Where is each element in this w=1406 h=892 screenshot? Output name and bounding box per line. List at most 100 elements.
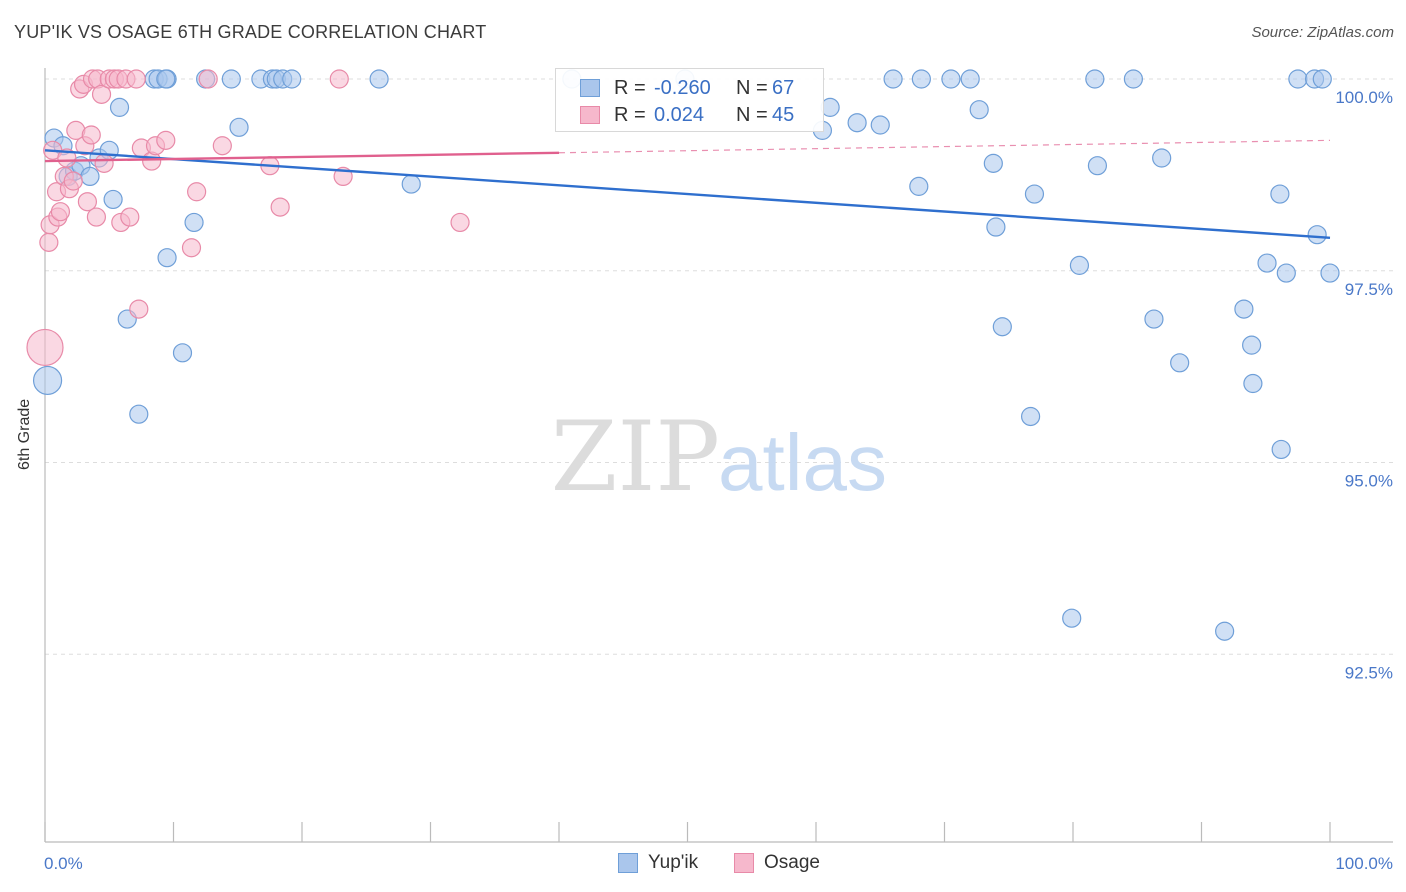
legend-row-yupik: R = -0.260 N = 67: [556, 75, 823, 103]
yupik-point: [80, 166, 100, 187]
osage-point: [26, 328, 64, 367]
yupik-point: [883, 69, 903, 89]
y-axis-label: 6th Grade: [16, 398, 33, 470]
yupik-point: [1152, 148, 1172, 168]
points: [26, 69, 1340, 641]
yupik-point: [221, 69, 241, 89]
yupik-point: [1069, 255, 1090, 275]
osage-point: [57, 148, 77, 168]
watermark-atlas: atlas: [718, 418, 887, 507]
yupik-point: [992, 317, 1012, 337]
osage-point: [187, 182, 207, 202]
yupik-point: [1312, 69, 1332, 89]
yupik-point: [1062, 608, 1082, 628]
osage-point: [94, 153, 114, 173]
yupik-point: [103, 189, 123, 210]
legend-swatch-yupik: [580, 79, 600, 97]
series-legend: Yup'ik Osage: [0, 852, 1406, 878]
yupik-point: [1123, 69, 1143, 89]
legend-n-label: N =: [736, 77, 768, 99]
y-tick-label: 95.0%: [1345, 472, 1393, 491]
yupik-point: [847, 113, 867, 133]
yupik-point: [1276, 263, 1296, 283]
osage-point: [212, 136, 232, 156]
osage-point: [91, 84, 112, 104]
yupik-point: [109, 97, 130, 117]
legend-row-osage: R = 0.024 N = 45: [556, 102, 823, 130]
yupik-point: [369, 69, 389, 89]
yupik-point: [1270, 184, 1290, 204]
y-tick-label: 92.5%: [1345, 663, 1393, 682]
legend-swatch-osage: [580, 106, 600, 124]
osage-point: [156, 130, 176, 150]
yupik-point: [1320, 263, 1340, 283]
yupik-point: [229, 117, 249, 137]
yupik-point: [156, 69, 176, 89]
yupik-point: [401, 174, 421, 194]
x-tick-label-min: 0.0%: [44, 854, 83, 873]
legend-label-yupik: Yup'ik: [648, 852, 699, 873]
yupik-point: [172, 343, 193, 363]
osage-point: [81, 125, 101, 145]
osage-point: [126, 69, 146, 89]
y-tick-label: 97.5%: [1345, 280, 1393, 299]
osage-point: [50, 202, 71, 222]
chart-title: YUP'IK VS OSAGE 6TH GRADE CORRELATION CH…: [14, 22, 487, 42]
yupik-point: [129, 404, 149, 424]
osage-point: [63, 171, 83, 191]
osage-point: [39, 232, 59, 252]
osage-point: [129, 299, 149, 319]
axes: [44, 68, 1393, 843]
osage-point: [120, 207, 140, 227]
yupik-point: [911, 69, 931, 89]
osage-point: [270, 197, 290, 217]
legend-r-label: R =: [614, 77, 646, 99]
yupik-point: [282, 69, 302, 89]
y-tick-label: 100.0%: [1335, 88, 1393, 107]
yupik-point: [184, 212, 204, 233]
yupik-point: [157, 248, 177, 268]
yupik-trend-line: [44, 149, 1331, 239]
osage-point: [77, 192, 98, 212]
osage-point: [86, 207, 107, 227]
legend-r-value: 0.024: [654, 104, 705, 126]
watermark-zip: ZIP: [551, 401, 720, 513]
osage-point: [198, 69, 218, 89]
yupik-point: [1234, 299, 1254, 319]
yupik-point: [960, 69, 980, 89]
yupik-point: [1087, 156, 1108, 176]
osage-point: [329, 69, 349, 89]
osage-trend-line: [44, 151, 560, 163]
source-credit: Source: ZipAtlas.com: [1251, 24, 1394, 41]
legend-swatch-osage: [734, 853, 754, 873]
yupik-point: [1024, 184, 1045, 204]
trend-lines: [44, 139, 1331, 239]
legend-r-label: R =: [614, 104, 646, 126]
osage-trend-extension: [558, 139, 1331, 154]
yupik-point: [1257, 253, 1277, 273]
yupik-point: [870, 115, 890, 135]
x-tick-label-max: 100.0%: [1335, 854, 1393, 873]
stats-legend: R = -0.260 N = 67 R = 0.024 N = 45: [555, 68, 824, 132]
legend-swatch-yupik: [618, 853, 638, 873]
yupik-point: [1307, 225, 1327, 245]
legend-n-value: 45: [772, 104, 795, 126]
osage-point: [181, 238, 202, 258]
legend-n-label: N =: [736, 104, 768, 126]
yupik-point: [969, 100, 989, 120]
yupik-point: [1271, 439, 1291, 460]
yupik-point: [983, 153, 1003, 173]
yupik-point: [941, 69, 961, 89]
yupik-point: [1243, 373, 1263, 394]
yupik-point: [909, 176, 929, 196]
yupik-point: [1085, 69, 1105, 89]
yupik-point: [1170, 353, 1190, 373]
y-tick-labels: 100.0% 97.5% 95.0% 92.5%: [1335, 88, 1393, 682]
yupik-point: [986, 217, 1006, 237]
yupik-point: [32, 365, 63, 396]
yupik-point: [1020, 406, 1041, 427]
osage-point: [450, 212, 470, 233]
legend-n-value: 67: [772, 77, 795, 99]
yupik-point: [1288, 69, 1308, 89]
